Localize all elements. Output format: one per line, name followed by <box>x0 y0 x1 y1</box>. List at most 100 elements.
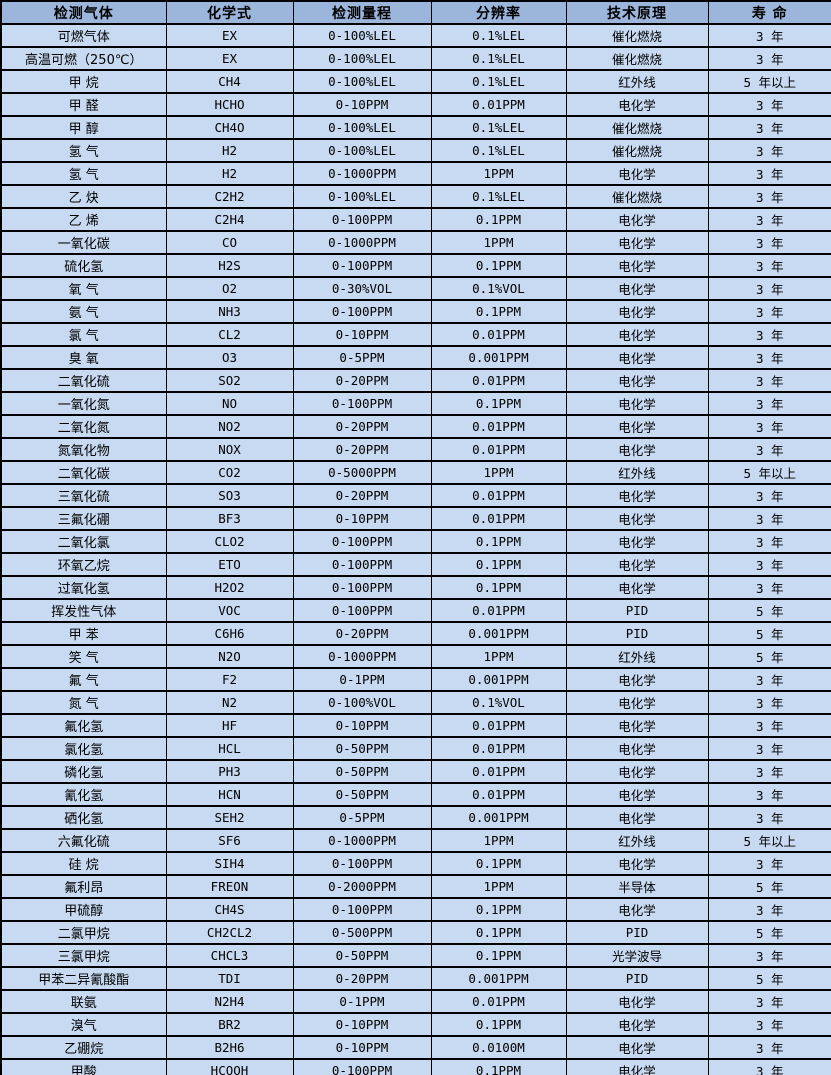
cell-resolution: 0.01PPM <box>430 483 567 508</box>
cell-resolution: 0.01PPM <box>430 368 567 393</box>
cell-gas-name: 联氨 <box>0 989 167 1014</box>
cell-formula: H2 <box>165 161 294 186</box>
cell-principle: 电化学 <box>565 253 709 278</box>
cell-gas-name: 氯 气 <box>0 322 167 347</box>
cell-formula: F2 <box>165 667 294 692</box>
cell-resolution: 0.1%VOL <box>430 690 567 715</box>
column-header-range: 检测量程 <box>292 0 432 25</box>
cell-formula: CL2 <box>165 322 294 347</box>
cell-resolution: 0.01PPM <box>430 989 567 1014</box>
table-row: 挥发性气体 VOC 0-100PPM 0.01PPM PID 5 年 <box>0 598 831 623</box>
cell-gas-name: 可燃气体 <box>0 23 167 48</box>
cell-formula: O2 <box>165 276 294 301</box>
cell-lifespan: 3 年 <box>707 805 831 830</box>
cell-lifespan: 3 年 <box>707 368 831 393</box>
cell-formula: NO <box>165 391 294 416</box>
cell-principle: 红外线 <box>565 460 709 485</box>
cell-lifespan: 3 年 <box>707 23 831 48</box>
cell-gas-name: 氮氧化物 <box>0 437 167 462</box>
table-row: 氟化氢 HF 0-10PPM 0.01PPM 电化学 3 年 <box>0 713 831 738</box>
cell-gas-name: 三氧化硫 <box>0 483 167 508</box>
cell-gas-name: 一氧化碳 <box>0 230 167 255</box>
cell-lifespan: 3 年 <box>707 506 831 531</box>
cell-resolution: 0.001PPM <box>430 966 567 991</box>
cell-gas-name: 笑 气 <box>0 644 167 669</box>
cell-principle: 电化学 <box>565 368 709 393</box>
table-row: 臭 氧 O3 0-5PPM 0.001PPM 电化学 3 年 <box>0 345 831 370</box>
cell-principle: 电化学 <box>565 1012 709 1037</box>
cell-gas-name: 臭 氧 <box>0 345 167 370</box>
cell-resolution: 0.1%LEL <box>430 46 567 71</box>
cell-resolution: 1PPM <box>430 874 567 899</box>
cell-gas-name: 甲 苯 <box>0 621 167 646</box>
cell-range: 0-30%VOL <box>292 276 432 301</box>
cell-principle: 红外线 <box>565 828 709 853</box>
cell-principle: PID <box>565 966 709 991</box>
table-row: 过氧化氢 H2O2 0-100PPM 0.1PPM 电化学 3 年 <box>0 575 831 600</box>
table-row: 联氨 N2H4 0-1PPM 0.01PPM 电化学 3 年 <box>0 989 831 1014</box>
table-row: 三氟化硼 BF3 0-10PPM 0.01PPM 电化学 3 年 <box>0 506 831 531</box>
cell-lifespan: 5 年以上 <box>707 460 831 485</box>
cell-formula: SO3 <box>165 483 294 508</box>
cell-range: 0-20PPM <box>292 368 432 393</box>
cell-principle: 催化燃烧 <box>565 138 709 163</box>
table-row: 氮 气 N2 0-100%VOL 0.1%VOL 电化学 3 年 <box>0 690 831 715</box>
cell-principle: PID <box>565 920 709 945</box>
cell-lifespan: 3 年 <box>707 46 831 71</box>
cell-lifespan: 3 年 <box>707 759 831 784</box>
table-row: 氢 气 H2 0-1000PPM 1PPM 电化学 3 年 <box>0 161 831 186</box>
cell-lifespan: 3 年 <box>707 943 831 968</box>
table-header: 检测气体 化学式 检测量程 分辨率 技术原理寿 命 <box>0 0 831 25</box>
cell-gas-name: 甲 醛 <box>0 92 167 117</box>
table-row: 氮氧化物 NOX 0-20PPM 0.01PPM 电化学 3 年 <box>0 437 831 462</box>
table-row: 甲 醛 HCHO 0-10PPM 0.01PPM 电化学 3 年 <box>0 92 831 117</box>
cell-range: 0-5PPM <box>292 345 432 370</box>
cell-gas-name: 硅 烷 <box>0 851 167 876</box>
cell-range: 0-50PPM <box>292 782 432 807</box>
column-header-principle: 技术原理 <box>565 0 709 25</box>
cell-lifespan: 3 年 <box>707 437 831 462</box>
cell-gas-name: 氢 气 <box>0 138 167 163</box>
cell-gas-name: 二氧化硫 <box>0 368 167 393</box>
cell-gas-name: 甲酸 <box>0 1058 167 1075</box>
header-row: 检测气体 化学式 检测量程 分辨率 技术原理寿 命 <box>0 0 831 25</box>
cell-principle: 电化学 <box>565 230 709 255</box>
table-row: 甲苯二异氰酸酯 TDI 0-20PPM 0.001PPM PID 5 年 <box>0 966 831 991</box>
cell-formula: H2S <box>165 253 294 278</box>
cell-gas-name: 甲 醇 <box>0 115 167 140</box>
cell-formula: BF3 <box>165 506 294 531</box>
table-row: 氰化氢 HCN 0-50PPM 0.01PPM 电化学 3 年 <box>0 782 831 807</box>
cell-lifespan: 5 年 <box>707 621 831 646</box>
table-row: 硅 烷 SIH4 0-100PPM 0.1PPM 电化学 3 年 <box>0 851 831 876</box>
cell-resolution: 0.1PPM <box>430 1012 567 1037</box>
cell-resolution: 1PPM <box>430 460 567 485</box>
cell-lifespan: 3 年 <box>707 253 831 278</box>
cell-lifespan: 3 年 <box>707 851 831 876</box>
cell-gas-name: 甲硫醇 <box>0 897 167 922</box>
cell-range: 0-2000PPM <box>292 874 432 899</box>
cell-resolution: 0.001PPM <box>430 345 567 370</box>
cell-formula: EX <box>165 46 294 71</box>
cell-lifespan: 3 年 <box>707 276 831 301</box>
cell-resolution: 0.1%LEL <box>430 138 567 163</box>
cell-formula: CH4 <box>165 69 294 94</box>
cell-lifespan: 3 年 <box>707 713 831 738</box>
cell-range: 0-20PPM <box>292 966 432 991</box>
cell-range: 0-100PPM <box>292 391 432 416</box>
cell-principle: 电化学 <box>565 989 709 1014</box>
cell-gas-name: 磷化氢 <box>0 759 167 784</box>
cell-resolution: 0.1PPM <box>430 1058 567 1075</box>
cell-gas-name: 氮 气 <box>0 690 167 715</box>
cell-formula: BR2 <box>165 1012 294 1037</box>
cell-principle: 电化学 <box>565 759 709 784</box>
column-header-lifespan: 寿 命 <box>707 0 831 25</box>
cell-formula: HCOOH <box>165 1058 294 1075</box>
cell-resolution: 0.1%LEL <box>430 115 567 140</box>
cell-principle: 电化学 <box>565 851 709 876</box>
cell-lifespan: 3 年 <box>707 529 831 554</box>
cell-gas-name: 甲 烷 <box>0 69 167 94</box>
cell-lifespan: 3 年 <box>707 897 831 922</box>
cell-resolution: 0.01PPM <box>430 322 567 347</box>
cell-formula: N2O <box>165 644 294 669</box>
cell-lifespan: 3 年 <box>707 552 831 577</box>
